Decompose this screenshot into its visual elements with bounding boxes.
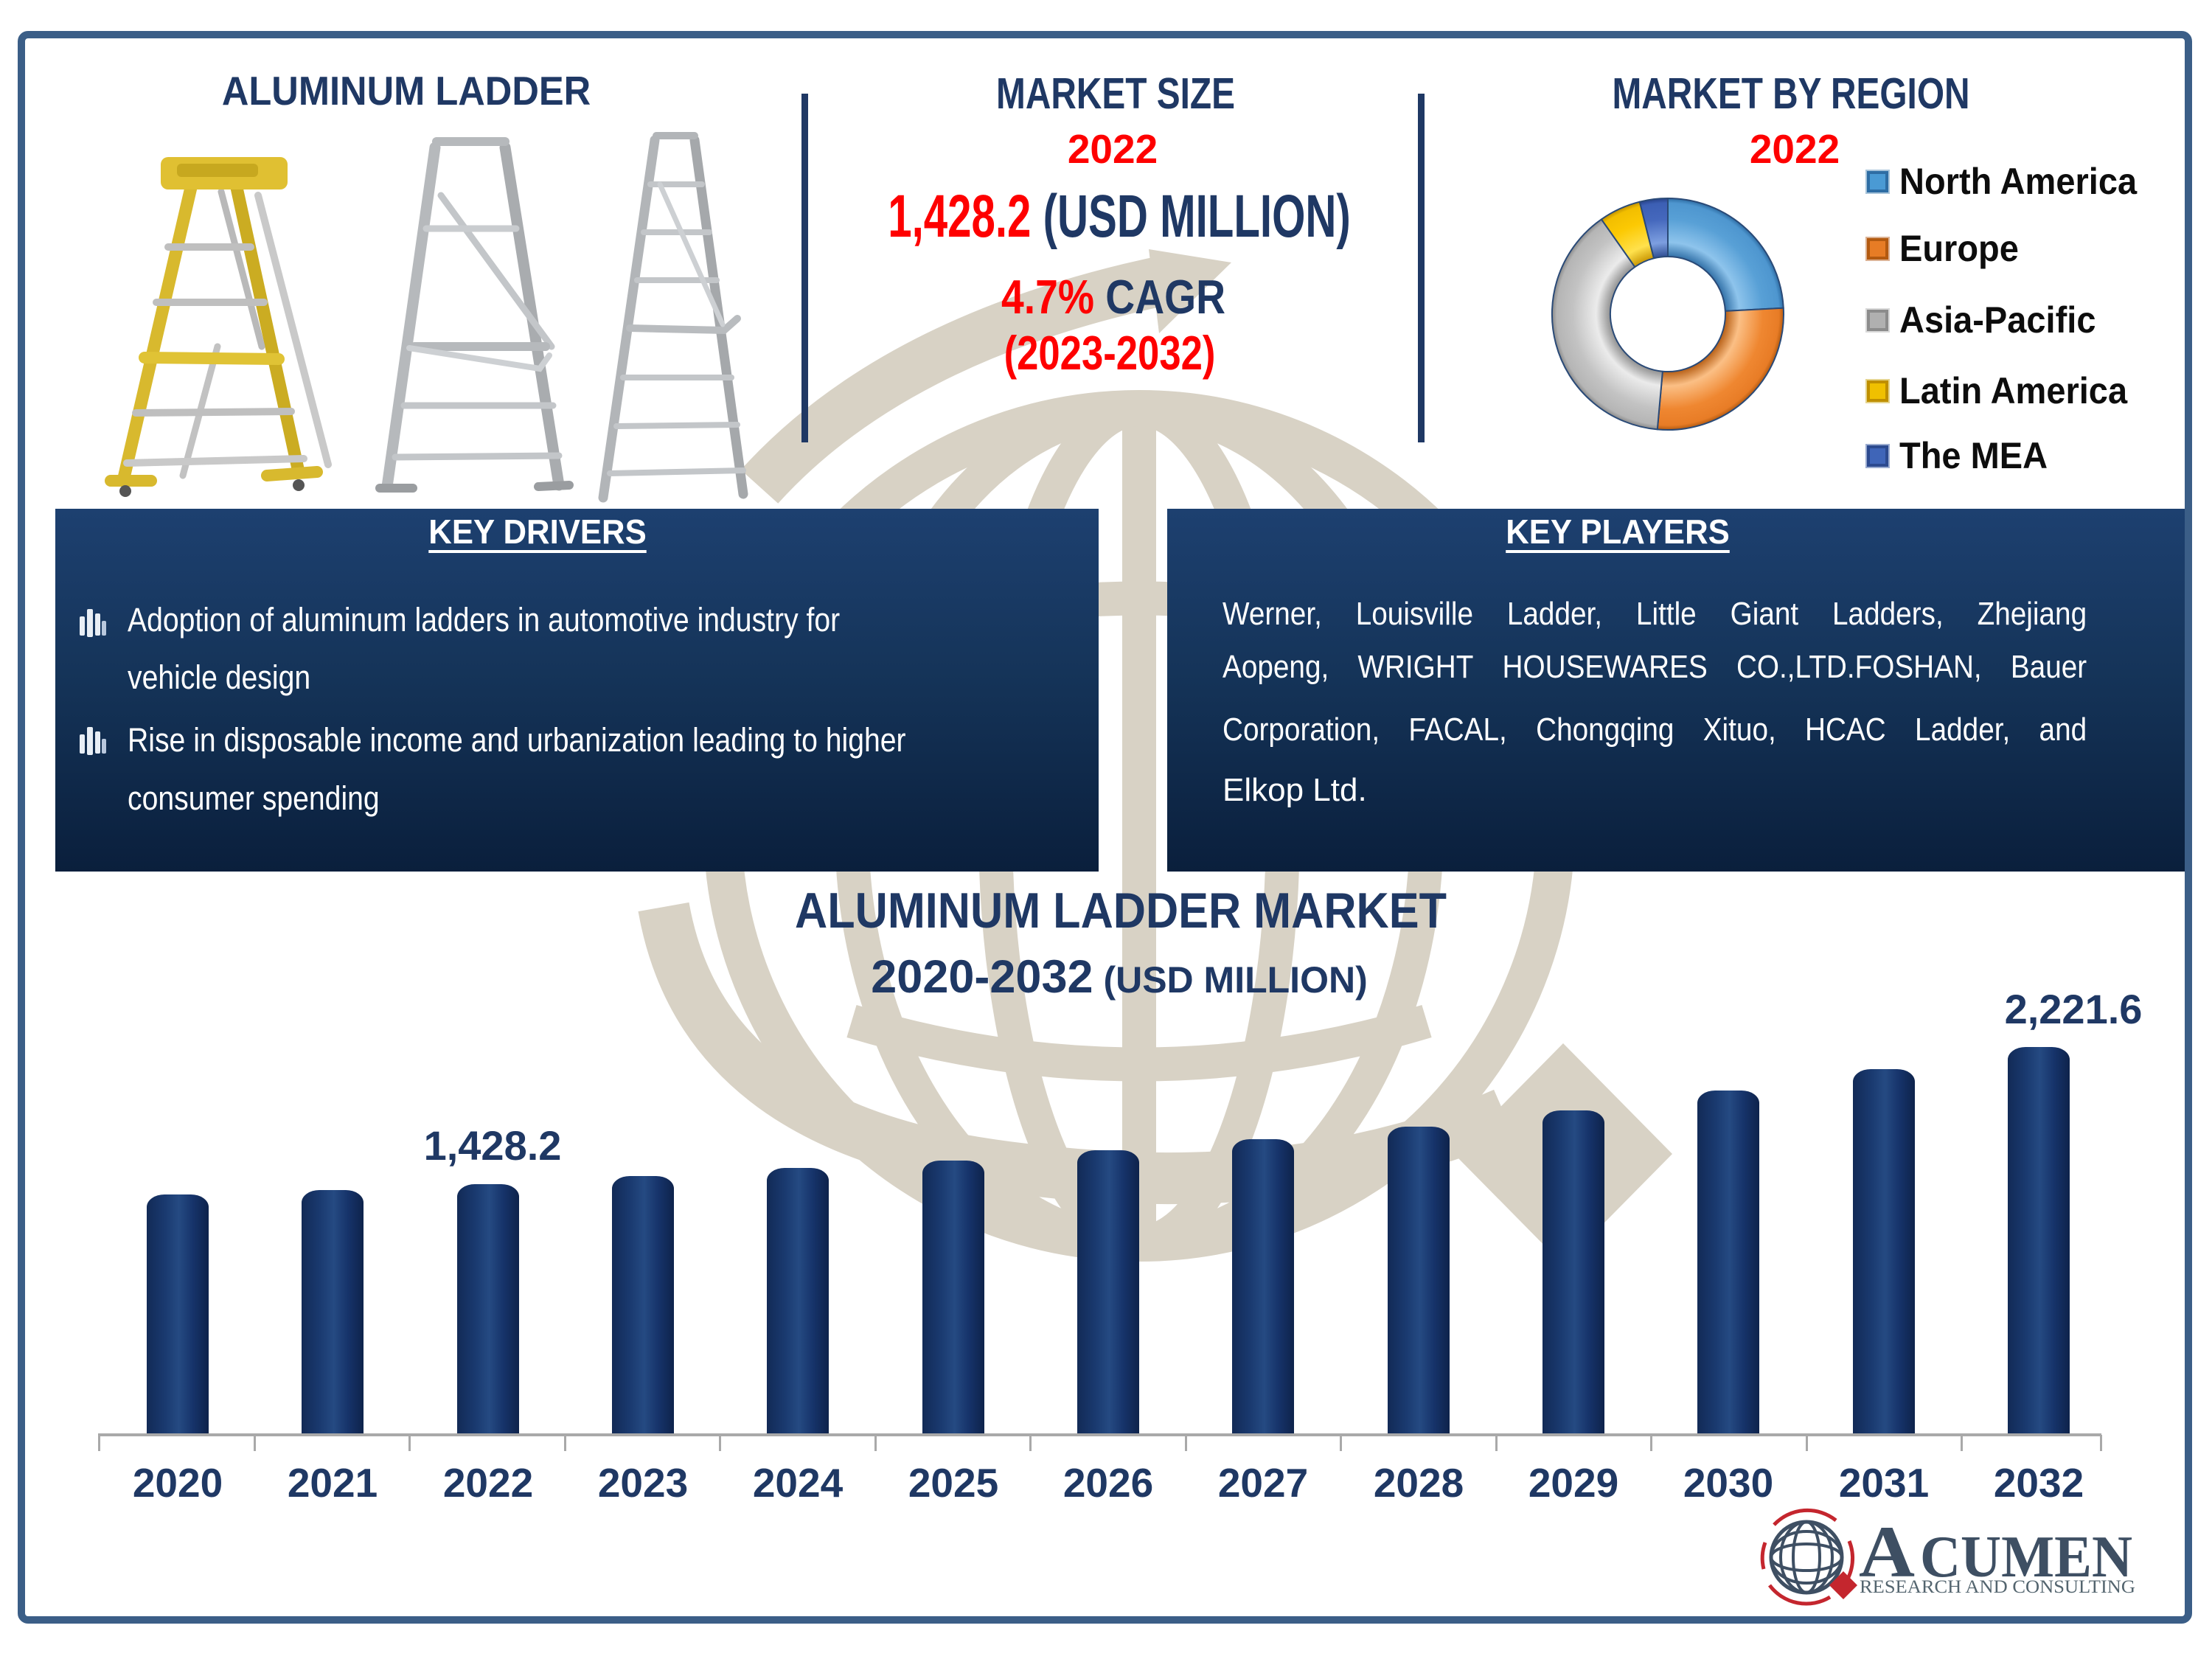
svg-text:A: A [1859, 1511, 1915, 1593]
svg-text:CUMEN: CUMEN [1920, 1525, 2132, 1590]
svg-text:RESEARCH AND CONSULTING: RESEARCH AND CONSULTING [1860, 1577, 2135, 1597]
